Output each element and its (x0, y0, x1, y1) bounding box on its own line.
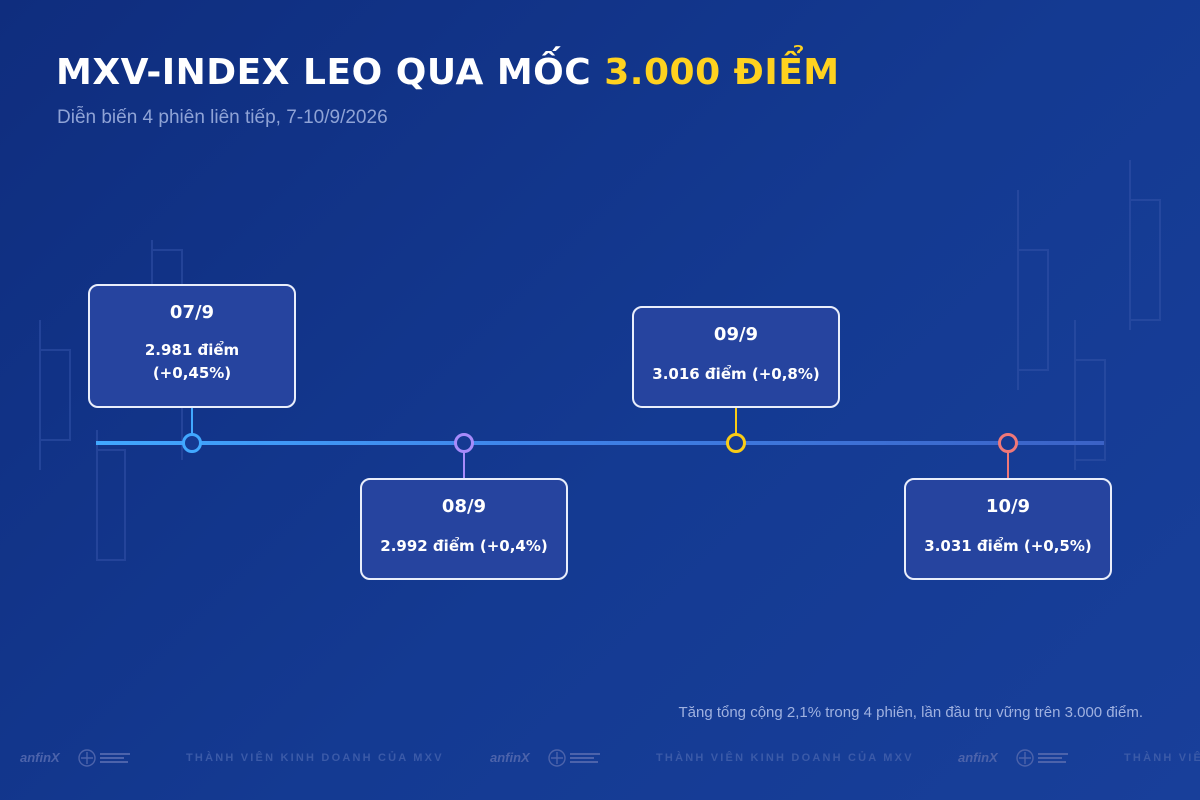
session-card-1: 07/9 2.981 điểm (+0,45%) (88, 284, 296, 408)
page-subtitle: Diễn biến 4 phiên liên tiếp, 7-10/9/2026 (57, 107, 388, 128)
session-value: 3.016 điểm (+0,8%) (652, 365, 820, 383)
page-title: MXV-INDEX LEO QUA MỐC 3.000 ĐIỂM (56, 52, 840, 93)
brand-logo: anfinX (20, 750, 60, 765)
timeline-connector-3 (735, 408, 737, 434)
timeline-marker-1 (182, 433, 202, 453)
member-seal-icon (78, 749, 130, 767)
footer-member-text-cut: THÀNH VIÊN (1124, 752, 1200, 764)
session-date: 08/9 (441, 496, 487, 517)
title-highlight: 3.000 ĐIỂM (604, 52, 840, 93)
session-card-2: 08/9 2.992 điểm (+0,4%) (360, 478, 568, 580)
timeline-marker-2 (454, 433, 474, 453)
session-date: 09/9 (713, 324, 759, 345)
timeline-axis (96, 441, 1104, 445)
timeline-marker-4 (998, 433, 1018, 453)
session-card-4: 10/9 3.031 điểm (+0,5%) (904, 478, 1112, 580)
footer-watermark: anfinX THÀNH VIÊN KINH DOANH CỦA MXV anf… (0, 742, 1200, 778)
timeline-marker-3 (726, 433, 746, 453)
brand-logo: anfinX (490, 750, 530, 765)
summary-note: Tăng tổng cộng 2,1% trong 4 phiên, lần đ… (678, 704, 1143, 721)
session-card-3: 09/9 3.016 điểm (+0,8%) (632, 306, 840, 408)
session-change: (+0,45%) (152, 364, 232, 382)
session-value: 3.031 điểm (+0,5%) (924, 537, 1092, 555)
member-seal-icon (1016, 749, 1068, 767)
session-value: 2.992 điểm (+0,4%) (380, 537, 548, 555)
member-seal-icon (548, 749, 600, 767)
footer-member-text: THÀNH VIÊN KINH DOANH CỦA MXV (656, 752, 914, 764)
session-value: 2.981 điểm (144, 341, 240, 359)
timeline-connector-4 (1007, 452, 1009, 478)
brand-logo: anfinX (958, 750, 998, 765)
title-main: MXV-INDEX LEO QUA MỐC (56, 52, 592, 93)
timeline-connector-1 (191, 408, 193, 434)
session-date: 10/9 (985, 496, 1031, 517)
footer-member-text: THÀNH VIÊN KINH DOANH CỦA MXV (186, 752, 444, 764)
timeline-connector-2 (463, 452, 465, 478)
session-date: 07/9 (169, 302, 215, 323)
